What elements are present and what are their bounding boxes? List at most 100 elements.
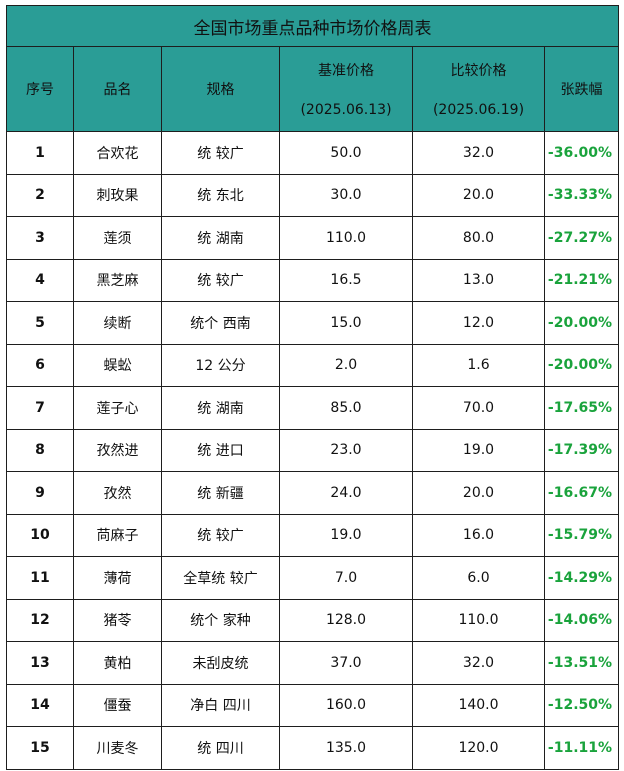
- row-spec: 统 较广: [161, 131, 280, 175]
- row-index: 8: [6, 428, 74, 472]
- row-spec: 全草统 较广: [161, 556, 280, 600]
- row-base-price: 85.0: [279, 386, 413, 430]
- row-compare-price: 32.0: [412, 641, 545, 685]
- row-spec: 统 东北: [161, 173, 280, 217]
- table-row: 5 续断 统个 西南 15.0 12.0 -20.00%: [6, 301, 620, 345]
- row-change: -14.06%: [543, 598, 620, 642]
- header-index: 序号: [6, 46, 74, 132]
- header-base-price-label: 基准价格: [318, 63, 374, 79]
- row-name: 苘麻子: [73, 513, 162, 557]
- row-index: 5: [6, 301, 74, 345]
- row-name: 猪苓: [73, 598, 162, 642]
- row-change: -17.65%: [543, 386, 620, 430]
- row-compare-price: 110.0: [412, 598, 545, 642]
- row-base-price: 50.0: [279, 131, 413, 175]
- row-index: 14: [6, 683, 74, 727]
- row-index: 12: [6, 598, 74, 642]
- row-base-price: 30.0: [279, 173, 413, 217]
- row-name: 僵蚕: [73, 683, 162, 727]
- row-spec: 统 进口: [161, 428, 280, 472]
- table-row: 14 僵蚕 净白 四川 160.0 140.0 -12.50%: [6, 683, 620, 727]
- row-index: 15: [6, 726, 74, 770]
- row-base-price: 37.0: [279, 641, 413, 685]
- table-body: 1 合欢花统 较广 50.0 32.0 -36.00% 2 刺玫果统 东北 30.0 20.0-…: [6, 131, 620, 770]
- row-change: -27.27%: [543, 216, 620, 260]
- title-row: 全国市场重点品种市场价格周表: [5, 5, 620, 47]
- row-change: -15.79%: [543, 513, 620, 557]
- header-base-price: 基准价格 (2025.06.13): [279, 46, 413, 132]
- row-index: 13: [6, 641, 74, 685]
- row-base-price: 135.0: [279, 726, 413, 770]
- price-table-container: 全国市场重点品种市场价格周表 序号 品名 规格 基准价格 (2025.06.13…: [5, 5, 620, 770]
- header-spec: 规格: [161, 46, 280, 132]
- row-name: 莲子心: [73, 386, 162, 430]
- row-change: -36.00%: [543, 131, 620, 175]
- row-change: -17.39%: [543, 428, 620, 472]
- row-name: 孜然进: [73, 428, 162, 472]
- row-spec: 统个 家种: [161, 598, 280, 642]
- row-spec: 未刮皮统: [161, 641, 280, 685]
- row-index: 2: [6, 173, 74, 217]
- row-index: 11: [6, 556, 74, 600]
- row-base-price: 19.0: [279, 513, 413, 557]
- table-row: 3 莲须统 湖南 110.0 80.0 -27.27%: [6, 216, 620, 260]
- row-compare-price: 13.0: [412, 258, 545, 302]
- row-base-price: 128.0: [279, 598, 413, 642]
- row-spec: 统 较广: [161, 258, 280, 302]
- row-index: 10: [6, 513, 74, 557]
- table-row: 2 刺玫果统 东北 30.0 20.0 -33.33%: [6, 173, 620, 217]
- row-spec: 统 较广: [161, 513, 280, 557]
- table-row: 4 黑芝麻统 较广 16.5 13.0 -21.21%: [6, 258, 620, 302]
- header-name: 品名: [73, 46, 162, 132]
- row-compare-price: 140.0: [412, 683, 545, 727]
- row-change: -12.50%: [543, 683, 620, 727]
- row-base-price: 16.5: [279, 258, 413, 302]
- table-row: 6 蜈蚣 12 公分 2.0 1.6 -20.00%: [6, 343, 620, 387]
- row-compare-price: 120.0: [412, 726, 545, 770]
- row-index: 3: [6, 216, 74, 260]
- row-index: 4: [6, 258, 74, 302]
- table-row: 8 孜然进统 进口 23.0 19.0 -17.39%: [6, 428, 620, 472]
- row-base-price: 24.0: [279, 471, 413, 515]
- header-compare-price-date: (2025.06.19): [432, 102, 525, 118]
- row-name: 莲须: [73, 216, 162, 260]
- row-index: 6: [6, 343, 74, 387]
- row-index: 7: [6, 386, 74, 430]
- row-change: -33.33%: [543, 173, 620, 217]
- table-row: 1 合欢花统 较广 50.0 32.0 -36.00%: [6, 131, 620, 175]
- price-table: 全国市场重点品种市场价格周表 序号 品名 规格 基准价格 (2025.06.13…: [5, 5, 620, 770]
- row-name: 川麦冬: [73, 726, 162, 770]
- row-spec: 统 新疆: [161, 471, 280, 515]
- row-compare-price: 80.0: [412, 216, 545, 260]
- table-title: 全国市场重点品种市场价格周表: [5, 5, 620, 47]
- row-change: -14.29%: [543, 556, 620, 600]
- table-row: 9 孜然统 新疆 24.0 20.0 -16.67%: [6, 471, 620, 515]
- row-base-price: 110.0: [279, 216, 413, 260]
- row-index: 9: [6, 471, 74, 515]
- row-spec: 统 湖南: [161, 386, 280, 430]
- header-row: 序号 品名 规格 基准价格 (2025.06.13) 比较价格 (2025.06…: [6, 46, 620, 132]
- row-name: 黑芝麻: [73, 258, 162, 302]
- row-compare-price: 1.6: [412, 343, 545, 387]
- row-spec: 12 公分: [161, 343, 280, 387]
- row-name: 刺玫果: [73, 173, 162, 217]
- row-name: 薄荷: [73, 556, 162, 600]
- row-compare-price: 20.0: [412, 471, 545, 515]
- row-spec: 统 湖南: [161, 216, 280, 260]
- table-row: 12 猪苓 统个 家种 128.0 110.0 -14.06%: [6, 598, 620, 642]
- row-compare-price: 6.0: [412, 556, 545, 600]
- row-change: -16.67%: [543, 471, 620, 515]
- row-base-price: 15.0: [279, 301, 413, 345]
- row-change: -13.51%: [543, 641, 620, 685]
- row-index: 1: [6, 131, 74, 175]
- table-row: 11 薄荷 全草统 较广 7.0 6.0 -14.29%: [6, 556, 620, 600]
- table-row: 10 苘麻子统 较广 19.0 16.0 -15.79%: [6, 513, 620, 557]
- table-row: 15 川麦冬统 四川 135.0 120.0 -11.11%: [6, 726, 620, 770]
- table-row: 13 黄柏 未刮皮统 37.0 32.0 -13.51%: [6, 641, 620, 685]
- row-base-price: 160.0: [279, 683, 413, 727]
- row-name: 续断: [73, 301, 162, 345]
- header-change: 张跌幅: [543, 46, 620, 132]
- row-compare-price: 20.0: [412, 173, 545, 217]
- row-compare-price: 12.0: [412, 301, 545, 345]
- row-compare-price: 16.0: [412, 513, 545, 557]
